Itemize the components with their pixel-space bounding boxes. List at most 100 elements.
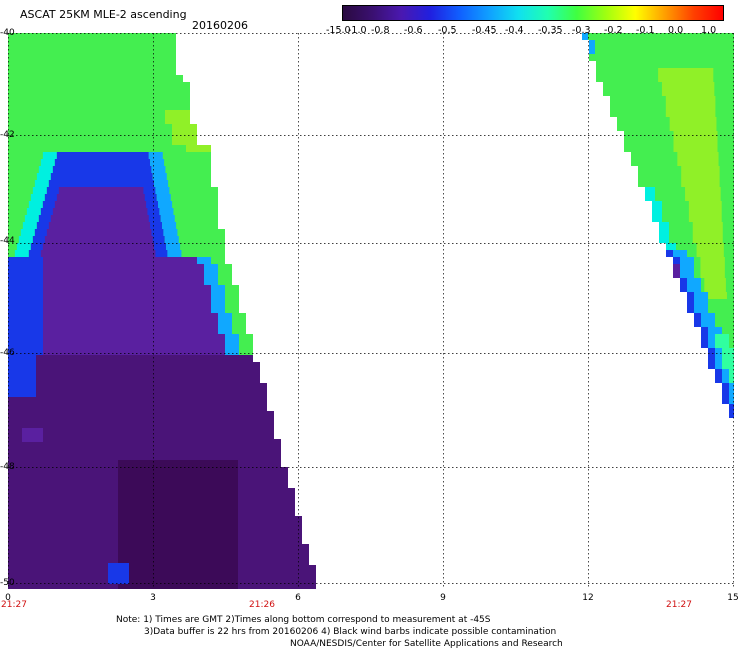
swath-cell-cyan [38, 166, 53, 173]
swath-cell-lime [669, 124, 717, 131]
swath-cell-lime [681, 166, 720, 173]
swath-cell-deep-purple [118, 481, 238, 488]
swath-cell-blue [687, 299, 694, 306]
x-tick-label: 0 [5, 593, 11, 603]
swath-cell-blue [8, 376, 36, 383]
swath-cell-cyan [16, 243, 31, 250]
swath-cell-cyan-blue [167, 250, 182, 257]
swath-cell-cyan [659, 222, 669, 229]
swath-cell-green [8, 131, 197, 138]
swath-cell-cyan-blue [152, 173, 167, 180]
swath-cell-deep-purple [118, 565, 238, 572]
swath-cell-blue [729, 411, 734, 418]
swath-cell-cyan [24, 215, 39, 222]
swath-cell-cyan-blue [722, 369, 734, 376]
swath-cell-aqua [715, 341, 729, 348]
swath-cell-purple [8, 397, 267, 404]
swath-cell-cyan-blue [204, 264, 218, 271]
swath-cell-blue [715, 369, 722, 376]
swath-cell-deep-purple [118, 537, 238, 544]
swath-cell-cyan [645, 187, 655, 194]
swath-cell-lime [172, 124, 197, 131]
swath-cell-cyan-blue [148, 152, 163, 159]
swath-cell-green [232, 313, 246, 320]
swath-cell-purple [8, 439, 281, 446]
swath-cell-deep-purple [118, 495, 238, 502]
swath-cell-cyan [20, 229, 35, 236]
swath-cell-cyan-blue [197, 257, 211, 264]
swath-cell-lime [665, 96, 716, 103]
swath-cell-deep-purple [118, 558, 238, 565]
swath-cell-blue [8, 285, 43, 292]
swath-cell-lime [661, 89, 715, 96]
swath-cell-green [8, 68, 176, 75]
swath-cell-cyan-blue [729, 383, 734, 390]
swath-cell-lime [165, 110, 190, 117]
swath-cell-purple [8, 362, 260, 369]
swath-cell-deep-purple [118, 551, 238, 558]
swath-cell-lime [688, 215, 722, 222]
swath-cell-lime [669, 117, 717, 124]
swath-cell-aqua [729, 376, 734, 383]
swath-cell-lime [172, 131, 197, 138]
swath-cell-green [8, 117, 190, 124]
swath-cell-deep-purple [118, 460, 238, 467]
swath-cell-aqua [715, 334, 729, 341]
swath-cell-lime [708, 292, 727, 299]
swath-cell-lime [658, 75, 714, 82]
y-tick-label: -40 [0, 28, 15, 38]
swath-cell-violet [8, 292, 239, 299]
swath-cell-green [8, 47, 176, 54]
swath-cell-lime [704, 278, 726, 285]
swath-cell-blue [52, 166, 152, 173]
map-title: ASCAT 25KM MLE-2 ascending [20, 8, 187, 21]
swath-cell-green [218, 264, 232, 271]
y-tick-label: -48 [0, 462, 15, 472]
swath-cell-aqua [722, 362, 734, 369]
swath-cell-cyan-blue [204, 271, 218, 278]
swath-cell-aqua [722, 348, 734, 355]
swath-cell-deep-purple [118, 586, 238, 589]
swath-cell-cyan-blue [158, 201, 173, 208]
swath-cell-blue [108, 563, 129, 584]
swath-cell-cyan-blue [673, 250, 687, 257]
swath-cell-violet [8, 327, 246, 334]
swath-cell-cyan [26, 208, 41, 215]
swath-cell-violet [52, 208, 148, 215]
swath-cell-green [8, 110, 190, 117]
colorbar-tick-label: 0.0 [668, 25, 684, 36]
swath-cell-lime [692, 236, 723, 243]
swath-cell-cyan-blue [164, 236, 179, 243]
swath-cell-green [8, 40, 176, 47]
swath-cell-cyan-blue [225, 348, 239, 355]
swath-cell-green [8, 33, 176, 40]
note-line-2: 3)Data buffer is 22 hrs from 20160206 4)… [144, 627, 557, 637]
swath-cell-cyan-blue [163, 229, 178, 236]
swath-cell-cyan-blue [204, 278, 218, 285]
swath-cell-cyan-blue [701, 320, 715, 327]
swath-cell-blue [8, 369, 36, 376]
colorbar-tick-label: -15.0 [326, 25, 351, 36]
swath-cell-green [8, 54, 176, 61]
swath-cell-blue [666, 250, 673, 257]
x-tick-label: 12 [582, 593, 594, 603]
swath-cell-blue [8, 383, 36, 390]
swath-cell-violet [48, 222, 151, 229]
swath-cell-lime [661, 82, 715, 89]
swath-cell-cyan-blue [211, 299, 225, 306]
swath-cell-cyan-blue [729, 390, 734, 397]
swath-cell-lime [700, 271, 725, 278]
swath-cell-cyan-blue [211, 292, 225, 299]
x-tick-label: 9 [440, 593, 446, 603]
colorbar-labels: -15.0 -1.0 -0.8 -0.6 -0.5 -0.45 -0.4 -0.35 -0.3 -… [326, 25, 740, 37]
swath-cell-green [582, 33, 734, 40]
swath-cell-cyan-blue [701, 313, 715, 320]
swath-cell-cyan [18, 236, 33, 243]
y-tick-label: -42 [0, 130, 15, 140]
swath-cell-blue [680, 285, 687, 292]
swath-cell-blue [722, 390, 729, 397]
swath-cell-deep-purple [118, 579, 238, 586]
swath-cell-cyan-blue [218, 313, 232, 320]
swath-cell-lime [692, 222, 723, 229]
swath-cell-cyan-blue [680, 264, 694, 271]
